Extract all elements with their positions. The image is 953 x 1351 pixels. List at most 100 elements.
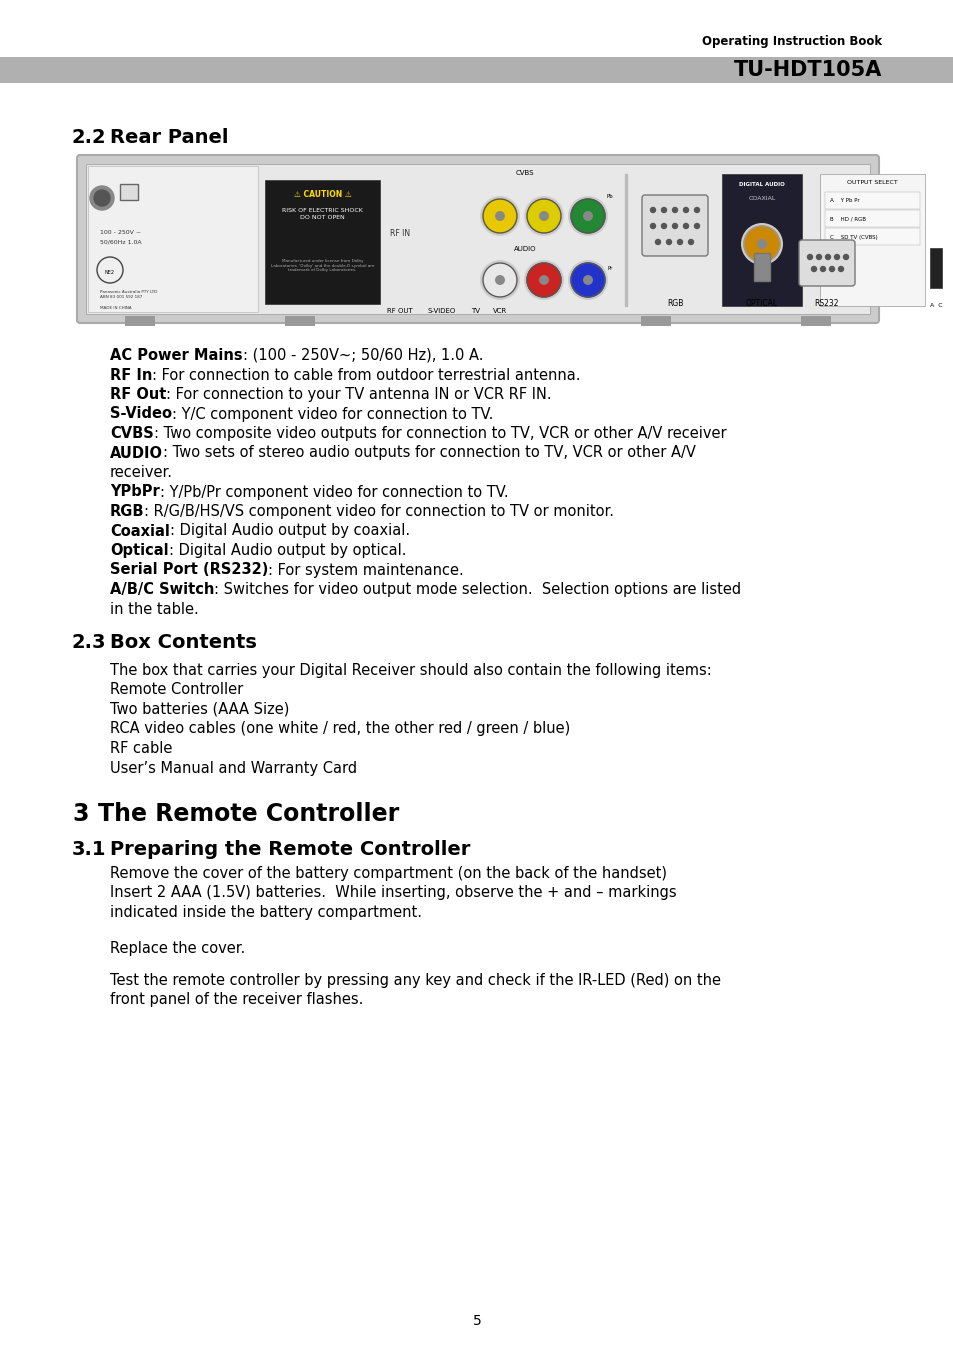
Circle shape xyxy=(90,186,113,209)
Circle shape xyxy=(740,223,782,265)
Circle shape xyxy=(97,257,123,282)
Text: : Y/C component video for connection to TV.: : Y/C component video for connection to … xyxy=(172,407,493,422)
Circle shape xyxy=(743,226,780,262)
Circle shape xyxy=(834,254,839,259)
Circle shape xyxy=(666,239,671,245)
Text: TU-HDT105A: TU-HDT105A xyxy=(733,59,882,80)
Circle shape xyxy=(526,263,560,297)
Circle shape xyxy=(677,239,681,245)
Text: RF OUT: RF OUT xyxy=(387,308,413,313)
Text: : For connection to cable from outdoor terrestrial antenna.: : For connection to cable from outdoor t… xyxy=(152,367,580,382)
Circle shape xyxy=(660,223,666,228)
Text: The box that carries your Digital Receiver should also contain the following ite: The box that carries your Digital Receiv… xyxy=(110,663,711,678)
Text: ⚠ CAUTION ⚠: ⚠ CAUTION ⚠ xyxy=(294,189,351,199)
Text: CVBS: CVBS xyxy=(516,170,534,176)
Text: YPbPr: YPbPr xyxy=(110,485,159,500)
Text: : (100 - 250V~; 50/60 Hz), 1.0 A.: : (100 - 250V~; 50/60 Hz), 1.0 A. xyxy=(242,349,482,363)
Circle shape xyxy=(672,208,677,212)
Bar xyxy=(86,163,869,313)
Circle shape xyxy=(824,254,830,259)
Text: receiver.: receiver. xyxy=(110,465,172,480)
Text: Optical: Optical xyxy=(110,543,169,558)
Text: AC Power Mains: AC Power Mains xyxy=(110,349,242,363)
Text: A    Y Pb Pr: A Y Pb Pr xyxy=(829,199,859,204)
Circle shape xyxy=(523,259,563,300)
Bar xyxy=(824,209,919,227)
Text: RF cable: RF cable xyxy=(110,740,172,757)
Bar xyxy=(820,174,924,305)
Bar xyxy=(824,192,919,209)
Text: front panel of the receiver flashes.: front panel of the receiver flashes. xyxy=(110,992,363,1006)
Circle shape xyxy=(94,190,110,205)
Text: Insert 2 AAA (1.5V) batteries.  While inserting, observe the + and – markings: Insert 2 AAA (1.5V) batteries. While ins… xyxy=(110,885,676,901)
Text: RISK OF ELECTRIC SHOCK
DO NOT OPEN: RISK OF ELECTRIC SHOCK DO NOT OPEN xyxy=(282,208,362,220)
FancyBboxPatch shape xyxy=(641,195,707,255)
Circle shape xyxy=(523,196,563,236)
Circle shape xyxy=(583,212,592,220)
Text: Box Contents: Box Contents xyxy=(110,634,256,653)
Text: Remote Controller: Remote Controller xyxy=(110,682,243,697)
Circle shape xyxy=(482,199,517,232)
Text: Panasonic Australia PTY LTD
ABN 83 001 592 187: Panasonic Australia PTY LTD ABN 83 001 5… xyxy=(100,290,157,299)
Text: RGB: RGB xyxy=(110,504,144,519)
Circle shape xyxy=(806,254,812,259)
Text: C    SD TV (CVBS): C SD TV (CVBS) xyxy=(829,235,877,239)
Text: User’s Manual and Warranty Card: User’s Manual and Warranty Card xyxy=(110,761,356,775)
Text: Manufactured under license from Dolby
Laboratories. 'Dolby' and the double-D sym: Manufactured under license from Dolby La… xyxy=(271,259,374,272)
Circle shape xyxy=(655,239,659,245)
Circle shape xyxy=(688,239,693,245)
Circle shape xyxy=(496,276,504,284)
Text: 50/60Hz 1.0A: 50/60Hz 1.0A xyxy=(100,240,141,245)
Text: RF Out: RF Out xyxy=(110,386,166,403)
Circle shape xyxy=(757,239,765,249)
Text: 100 - 250V ~: 100 - 250V ~ xyxy=(100,230,141,235)
Circle shape xyxy=(838,266,842,272)
Text: Replace the cover.: Replace the cover. xyxy=(110,940,245,955)
Bar xyxy=(125,316,154,326)
Text: Remove the cover of the battery compartment (on the back of the handset): Remove the cover of the battery compartm… xyxy=(110,866,666,881)
Text: B    HD / RGB: B HD / RGB xyxy=(829,216,865,222)
Text: : R/G/B/HS/VS component video for connection to TV or monitor.: : R/G/B/HS/VS component video for connec… xyxy=(144,504,614,519)
Circle shape xyxy=(650,208,655,212)
Text: RCA video cables (one white / red, the other red / green / blue): RCA video cables (one white / red, the o… xyxy=(110,721,570,736)
Text: A/B/C Switch: A/B/C Switch xyxy=(110,582,214,597)
Text: MADE IN CHINA: MADE IN CHINA xyxy=(100,305,132,309)
Circle shape xyxy=(539,276,548,284)
Text: OUTPUT SELECT: OUTPUT SELECT xyxy=(846,180,897,185)
Circle shape xyxy=(682,208,688,212)
Circle shape xyxy=(650,223,655,228)
Text: A  C: A C xyxy=(929,303,942,308)
Circle shape xyxy=(828,266,834,272)
Circle shape xyxy=(479,196,519,236)
Text: Pb: Pb xyxy=(606,195,613,199)
Text: VCR: VCR xyxy=(493,308,507,313)
Text: The Remote Controller: The Remote Controller xyxy=(98,802,399,825)
Bar xyxy=(721,174,801,305)
Circle shape xyxy=(571,263,604,297)
Circle shape xyxy=(811,266,816,272)
Text: : Digital Audio output by optical.: : Digital Audio output by optical. xyxy=(169,543,406,558)
FancyBboxPatch shape xyxy=(799,240,854,286)
Text: CVBS: CVBS xyxy=(110,426,153,440)
Circle shape xyxy=(567,196,607,236)
Text: 3.1: 3.1 xyxy=(71,840,107,859)
Text: Pr: Pr xyxy=(607,266,612,272)
Bar xyxy=(265,180,379,304)
Circle shape xyxy=(526,199,560,232)
Bar xyxy=(929,249,941,288)
Text: : Two sets of stereo audio outputs for connection to TV, VCR or other A/V: : Two sets of stereo audio outputs for c… xyxy=(163,446,695,461)
Circle shape xyxy=(842,254,847,259)
Text: : Two composite video outputs for connection to TV, VCR or other A/V receiver: : Two composite video outputs for connec… xyxy=(153,426,725,440)
Text: RF In: RF In xyxy=(110,367,152,382)
Bar xyxy=(88,166,257,312)
Text: AUDIO: AUDIO xyxy=(514,246,536,253)
Text: Coaxial: Coaxial xyxy=(110,523,170,539)
Text: : Digital Audio output by coaxial.: : Digital Audio output by coaxial. xyxy=(170,523,410,539)
Text: S-VIDEO: S-VIDEO xyxy=(428,308,456,313)
Bar xyxy=(120,184,138,200)
Text: indicated inside the battery compartment.: indicated inside the battery compartment… xyxy=(110,905,421,920)
Text: Operating Instruction Book: Operating Instruction Book xyxy=(701,35,882,49)
Text: Preparing the Remote Controller: Preparing the Remote Controller xyxy=(110,840,470,859)
Text: 5: 5 xyxy=(472,1315,481,1328)
Circle shape xyxy=(694,208,699,212)
